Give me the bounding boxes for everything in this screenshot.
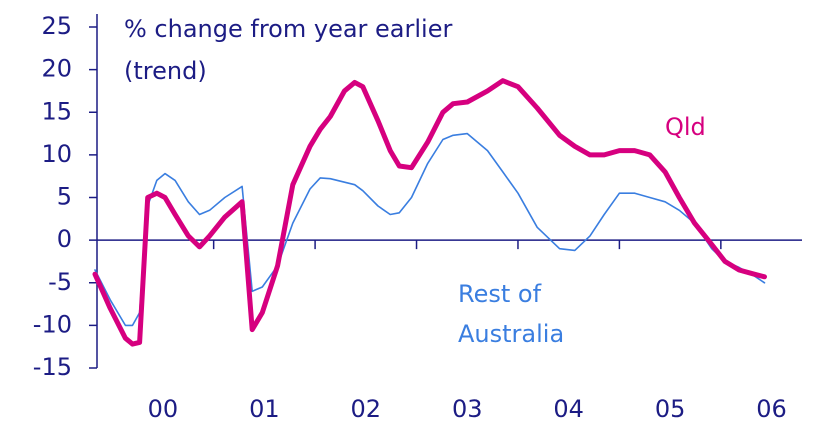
y-tick-label: 10 xyxy=(41,140,72,168)
y-tick-label: 15 xyxy=(41,97,72,125)
y-tick-label: -15 xyxy=(33,353,72,381)
series-label: Australia xyxy=(458,320,564,348)
x-tick-label: 03 xyxy=(452,395,483,423)
y-tick-label: 20 xyxy=(41,55,72,83)
chart-title: (trend) xyxy=(124,57,207,85)
series-line xyxy=(94,132,766,327)
series-label: Rest of xyxy=(458,280,542,308)
y-tick-label: -5 xyxy=(48,268,72,296)
series-line xyxy=(92,78,767,347)
y-tick-label: 5 xyxy=(57,183,72,211)
x-tick-label: 04 xyxy=(553,395,584,423)
y-tick-label: 0 xyxy=(57,225,72,253)
x-tick-label: 02 xyxy=(351,395,382,423)
x-tick-label: 06 xyxy=(756,395,787,423)
x-tick-label: 00 xyxy=(148,395,179,423)
chart-title: % change from year earlier xyxy=(124,15,452,43)
x-tick-label: 05 xyxy=(655,395,686,423)
y-tick-label: 25 xyxy=(41,12,72,40)
series-label: Qld xyxy=(665,113,706,141)
x-tick-label: 01 xyxy=(249,395,280,423)
y-tick-label: -10 xyxy=(33,310,72,338)
